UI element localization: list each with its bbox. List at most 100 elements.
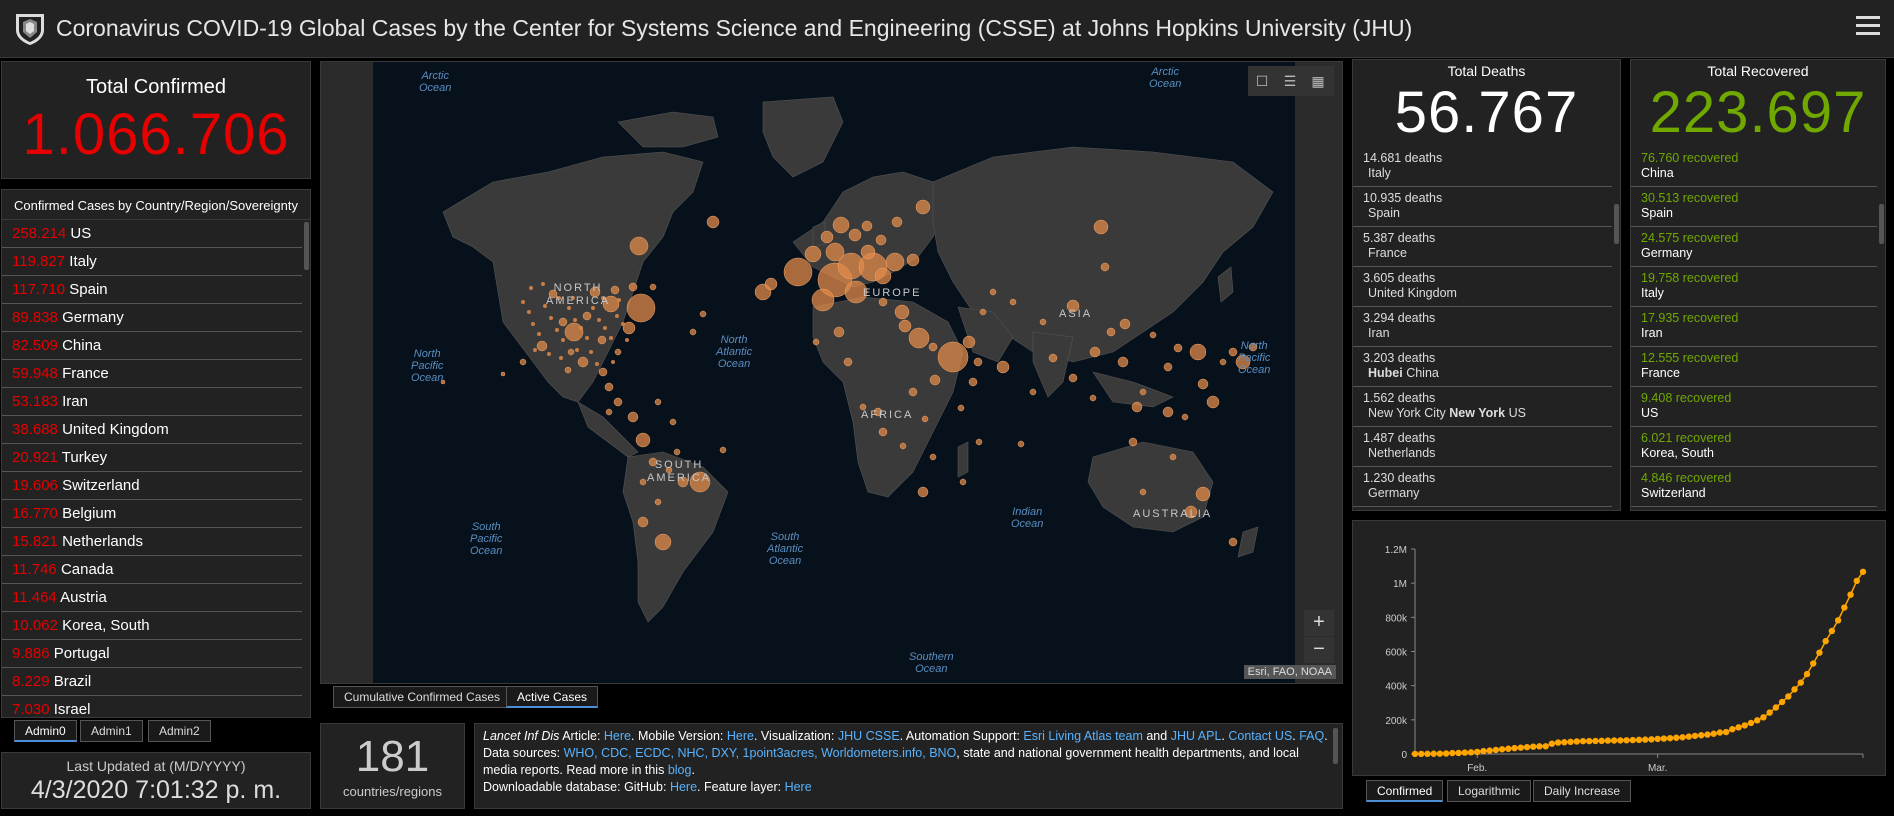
country-confirmed-count: 82.509	[12, 337, 58, 354]
tab-admin1[interactable]: Admin1	[80, 720, 143, 742]
country-name: China	[62, 337, 102, 354]
countries-count-panel: 181 countries/regions	[320, 723, 465, 809]
list-item[interactable]: 258.214 US	[2, 220, 302, 248]
country-confirmed-count: 59.948	[12, 365, 58, 382]
list-item[interactable]: 8.229 Brazil	[2, 668, 302, 696]
list-icon[interactable]: ☰	[1283, 73, 1297, 89]
list-item[interactable]: 11.746 Canada	[2, 556, 302, 584]
confirmed-data-point	[1816, 649, 1823, 656]
jhu-apl-link[interactable]: JHU APL	[1170, 729, 1222, 743]
tab-active-cases[interactable]: Active Cases	[506, 686, 599, 708]
info-text: Downloadable database: GitHub:	[483, 780, 670, 794]
confirmed-list-scrollbar[interactable]	[304, 222, 309, 270]
confirmed-by-country-list[interactable]: Confirmed Cases by Country/Region/Sovere…	[1, 189, 311, 718]
tab-admin2[interactable]: Admin2	[148, 720, 211, 742]
country-name: Germany	[62, 309, 124, 326]
confirmed-data-point	[1455, 749, 1462, 757]
list-item[interactable]: 19.758 recovered Italy	[1631, 267, 1877, 307]
list-item[interactable]: 24.575 recovered Germany	[1631, 227, 1877, 267]
info-text: .	[1221, 729, 1229, 743]
zoom-in-button[interactable]: +	[1304, 610, 1334, 636]
recovered-number: 9.408	[1641, 391, 1673, 405]
list-item[interactable]: 20.921 Turkey	[2, 444, 302, 472]
list-item[interactable]: 1.487 deaths Netherlands	[1353, 427, 1612, 467]
list-item[interactable]: 30.513 recovered Spain	[1631, 187, 1877, 227]
github-link[interactable]: Here	[669, 780, 698, 794]
list-item[interactable]: 3.294 deaths Iran	[1353, 307, 1612, 347]
list-item[interactable]: 7.030 Israel	[2, 696, 302, 718]
deaths-count: 10.935 deaths	[1363, 191, 1443, 205]
list-item[interactable]: 15.821 Netherlands	[2, 528, 302, 556]
list-item[interactable]: 89.838 Germany	[2, 304, 302, 332]
total-recovered-value: 223.697	[1649, 80, 1867, 145]
list-item[interactable]: 3.605 deaths United Kingdom	[1353, 267, 1612, 307]
list-item[interactable]: 53.183 Iran	[2, 388, 302, 416]
info-text: .	[1324, 729, 1328, 743]
total-confirmed-value: 1.066.706	[22, 102, 290, 167]
bookmark-icon[interactable]: ☐	[1255, 73, 1269, 89]
continent-label-south-america: SOUTH AMERICA	[647, 459, 712, 484]
list-item[interactable]: 1.230 deaths Germany	[1353, 467, 1612, 507]
jhu-csse-link[interactable]: JHU CSSE	[837, 729, 900, 743]
recovered-location: Korea, South	[1641, 446, 1714, 460]
country-name: Iran	[62, 393, 88, 410]
last-updated-value: 4/3/2020 7:01:32 p. m.	[30, 776, 282, 804]
esri-link[interactable]: Esri Living Atlas team	[1023, 729, 1143, 743]
list-item[interactable]: 17.935 recovered Iran	[1631, 307, 1877, 347]
list-item[interactable]: 76.760 recovered China	[1631, 147, 1877, 187]
list-item[interactable]: 6.021 recovered Korea, South	[1631, 427, 1877, 467]
confirmed-data-point	[1561, 739, 1568, 746]
sources-link[interactable]: WHO, CDC, ECDC, NHC, DXY, 1point3acres, …	[563, 746, 957, 760]
info-text: . Automation Support:	[899, 729, 1024, 743]
mobile-link[interactable]: Here	[726, 729, 754, 743]
country-confirmed-count: 7.030	[12, 701, 50, 718]
hamburger-menu-icon[interactable]	[1856, 16, 1880, 38]
list-item[interactable]: 3.203 deaths Hubei China	[1353, 347, 1612, 387]
recovered-word: recovered	[1672, 471, 1732, 485]
info-scrollbar[interactable]	[1333, 728, 1338, 764]
list-item[interactable]: 119.827 Italy	[2, 248, 302, 276]
tab-chart-logarithmic[interactable]: Logarithmic	[1447, 780, 1532, 802]
world-landmass	[440, 96, 1274, 623]
list-item[interactable]: 16.770 Belgium	[2, 500, 302, 528]
page-title: Coronavirus COVID-19 Global Cases by the…	[56, 15, 1413, 41]
tab-chart-daily-increase[interactable]: Daily Increase	[1533, 780, 1632, 802]
zoom-out-button[interactable]: −	[1304, 637, 1334, 663]
list-item[interactable]: 1.562 deaths New York City New York US	[1353, 387, 1612, 427]
list-item[interactable]: 38.688 United Kingdom	[2, 416, 302, 444]
list-item[interactable]: 12.555 recovered France	[1631, 347, 1877, 387]
deaths-scrollbar[interactable]	[1614, 204, 1619, 244]
list-item[interactable]: 10.062 Korea, South	[2, 612, 302, 640]
list-item[interactable]: 5.387 deaths France	[1353, 227, 1612, 267]
contact-link[interactable]: Contact US	[1228, 729, 1293, 743]
confirmed-data-point	[1573, 738, 1580, 745]
article-link[interactable]: Here	[603, 729, 631, 743]
tab-cumulative-confirmed[interactable]: Cumulative Confirmed Cases	[333, 686, 512, 708]
confirmed-data-point	[1517, 744, 1524, 751]
list-item[interactable]: 11.464 Austria	[2, 584, 302, 612]
list-item[interactable]: 9.886 Portugal	[2, 640, 302, 668]
recovered-scrollbar[interactable]	[1879, 204, 1884, 244]
list-item[interactable]: 9.408 recovered US	[1631, 387, 1877, 427]
deaths-location: France	[1368, 246, 1407, 260]
feature-layer-link[interactable]: Here	[784, 780, 812, 794]
faq-link[interactable]: FAQ	[1299, 729, 1325, 743]
confirmed-data-point	[1579, 737, 1587, 745]
list-item[interactable]: 14.681 deaths Italy	[1353, 147, 1612, 187]
confirmed-data-point	[1673, 734, 1680, 741]
tab-chart-confirmed[interactable]: Confirmed	[1366, 780, 1444, 802]
list-item[interactable]: 59.948 France	[2, 360, 302, 388]
total-recovered-panel[interactable]: Total Recovered 223.697 76.760 recovered…	[1630, 59, 1886, 511]
world-map[interactable]: Arctic Ocean Arctic Ocean North Pacific Ocea…	[320, 61, 1343, 684]
list-item[interactable]: 82.509 China	[2, 332, 302, 360]
deaths-location: Hubei China	[1363, 366, 1602, 381]
blog-link[interactable]: blog	[667, 763, 692, 777]
qr-icon[interactable]: ▦	[1311, 73, 1325, 89]
confirmed-data-point	[1461, 749, 1468, 756]
list-item[interactable]: 10.935 deaths Spain	[1353, 187, 1612, 227]
tab-admin0[interactable]: Admin0	[14, 720, 77, 742]
list-item[interactable]: 19.606 Switzerland	[2, 472, 302, 500]
list-item[interactable]: 117.710 Spain	[2, 276, 302, 304]
list-item[interactable]: 4.846 recovered Switzerland	[1631, 467, 1877, 507]
total-deaths-panel[interactable]: Total Deaths 56.767 14.681 deaths Italy 10…	[1352, 59, 1621, 511]
